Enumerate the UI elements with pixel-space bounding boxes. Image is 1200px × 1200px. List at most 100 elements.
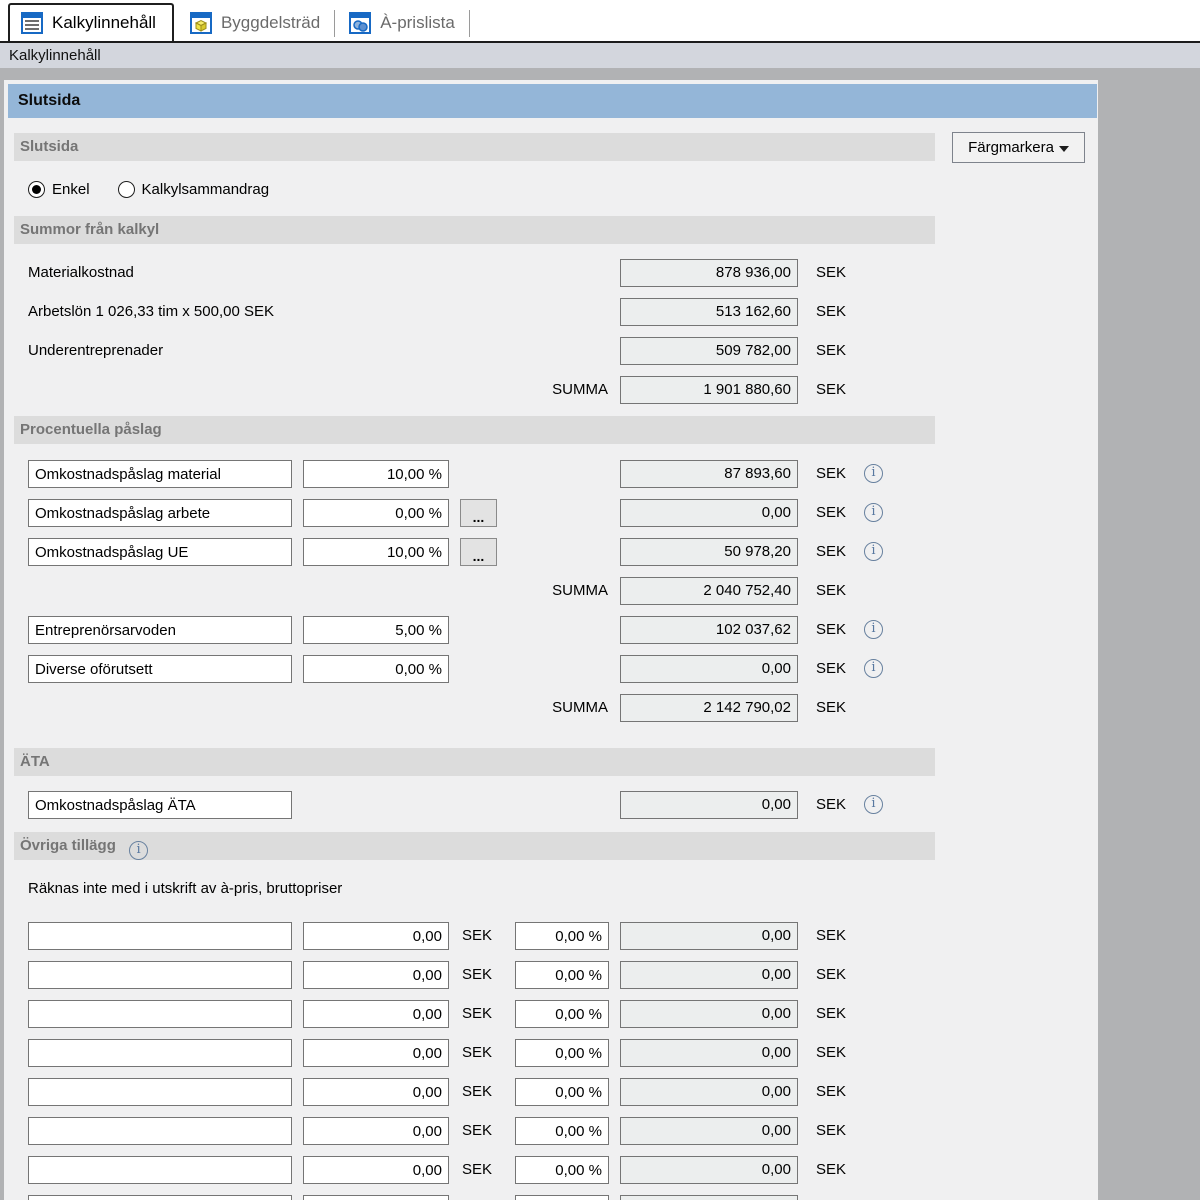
paslag-rows: ... 87 893,60 SEK ... 0,00 SEK ... 50 97… [4,460,1098,577]
currency-label: SEK [816,1122,847,1139]
addition-amount-input[interactable] [303,922,449,950]
markup-name-input[interactable] [28,538,292,566]
addition-percent-input[interactable] [515,1117,609,1145]
color-mark-label: Färgmarkera [968,139,1054,156]
currency-label: SEK [462,1122,493,1139]
extra-addition-row: SEK 0,00 SEK [4,1078,1098,1106]
markup-percent-input[interactable] [303,499,449,527]
addition-name-input[interactable] [28,922,292,950]
markup-name-input[interactable] [28,499,292,527]
ata-name-input[interactable] [28,791,292,819]
extra-addition-row: SEK 0,00 SEK [4,1195,1098,1200]
calculated-amount-field: 0,00 [620,1117,798,1145]
addition-name-input[interactable] [28,1156,292,1184]
addition-percent-input[interactable] [515,1000,609,1028]
markup-name-input[interactable] [28,655,292,683]
radio-kalkylsammandrag[interactable]: Kalkylsammandrag [117,180,269,198]
row-label: Underentreprenader [28,342,164,359]
addition-percent-input[interactable] [515,1039,609,1067]
currency-label: SEK [816,621,847,638]
markup-percent-input[interactable] [303,616,449,644]
addition-name-input[interactable] [28,1117,292,1145]
markup-row: ... 0,00 SEK [4,655,1098,683]
summa-total-field: 2 040 752,40 [620,577,798,605]
view-mode-radio-group: Enkel Kalkylsammandrag [28,178,269,200]
currency-label: SEK [816,582,847,599]
addition-name-input[interactable] [28,1039,292,1067]
markup-row: ... 0,00 SEK [4,499,1098,527]
dropdown-caret-icon [1058,145,1069,152]
info-icon[interactable] [864,464,883,483]
tab-separator [334,10,336,37]
currency-label: SEK [462,1005,493,1022]
currency-label: SEK [816,1195,846,1200]
radio-enkel[interactable]: Enkel [28,180,90,198]
breadcrumb: Kalkylinnehåll [0,43,1200,68]
addition-name-input[interactable] [28,1078,292,1106]
currency-label: SEK [816,1005,847,1022]
calculated-amount-field: 0,00 [620,791,798,819]
currency-label: SEK [462,966,493,983]
addition-percent-input[interactable] [515,961,609,989]
amount-field: 509 782,00 [620,337,798,365]
color-mark-button[interactable]: Färgmarkera [952,132,1085,163]
markup-percent-input[interactable] [303,538,449,566]
addition-name-input[interactable] [28,1195,292,1200]
addition-amount-input[interactable] [303,1156,449,1184]
extra-addition-row: SEK 0,00 SEK [4,1000,1098,1028]
calculated-amount-field: 50 978,20 [620,538,798,566]
addition-percent-input[interactable] [515,1195,609,1200]
section-header-summor: Summor från kalkyl [14,216,935,244]
addition-percent-input[interactable] [515,922,609,950]
addition-amount-input[interactable] [303,961,449,989]
more-options-button[interactable]: ... [460,538,497,566]
info-icon[interactable] [864,620,883,639]
info-icon[interactable] [864,542,883,561]
calculated-amount-field: 87 893,60 [620,460,798,488]
addition-percent-input[interactable] [515,1156,609,1184]
info-icon[interactable] [129,841,149,860]
currency-label: SEK [816,465,847,482]
more-options-button[interactable]: ... [460,499,497,527]
addition-amount-input[interactable] [303,1000,449,1028]
addition-name-input[interactable] [28,1000,292,1028]
markup-percent-input[interactable] [303,655,449,683]
calculated-amount-field: 0,00 [620,922,798,950]
markup-percent-input[interactable] [303,460,449,488]
tab-aprislista[interactable]: À-prislista [343,5,461,41]
radio-label: Enkel [52,180,90,198]
markup-name-input[interactable] [28,616,292,644]
addition-amount-input[interactable] [303,1195,449,1200]
addition-percent-input[interactable] [515,1078,609,1106]
row-label: Materialkostnad [28,264,134,281]
currency-label: SEK [816,543,847,560]
addition-amount-input[interactable] [303,1078,449,1106]
markup-row: ... 102 037,62 SEK [4,616,1098,644]
extra-addition-row: SEK 0,00 SEK [4,922,1098,950]
calculated-amount-field: 0,00 [620,1195,798,1200]
summor-row: Underentreprenader 509 782,00 SEK [4,337,1098,365]
tab-byggdelstrad[interactable]: Byggdelsträd [184,5,326,41]
info-icon[interactable] [864,795,883,814]
section-header-ovriga: Övriga tillägg [14,832,935,860]
section-header-paslag: Procentuella påslag [14,416,935,444]
extra-addition-row: SEK 0,00 SEK [4,1156,1098,1184]
currency-label: SEK [462,1083,493,1100]
summa-label: SUMMA [552,381,608,398]
summor-row: Materialkostnad 878 936,00 SEK [4,259,1098,287]
addition-name-input[interactable] [28,961,292,989]
info-icon[interactable] [864,659,883,678]
tab-label: Byggdelsträd [220,13,321,32]
info-icon[interactable] [864,503,883,522]
calculated-amount-field: 0,00 [620,1156,798,1184]
markup-name-input[interactable] [28,460,292,488]
addition-amount-input[interactable] [303,1039,449,1067]
unit-pricelist-icon [349,12,372,34]
tab-bar: Kalkylinnehåll Byggdelsträd À-prislista [0,0,1200,43]
addition-amount-input[interactable] [303,1117,449,1145]
currency-label: SEK [816,796,847,813]
tab-kalkylinnehall[interactable]: Kalkylinnehåll [8,3,174,41]
calculated-amount-field: 0,00 [620,961,798,989]
currency-label: SEK [816,966,847,983]
extra-addition-row: SEK 0,00 SEK [4,961,1098,989]
